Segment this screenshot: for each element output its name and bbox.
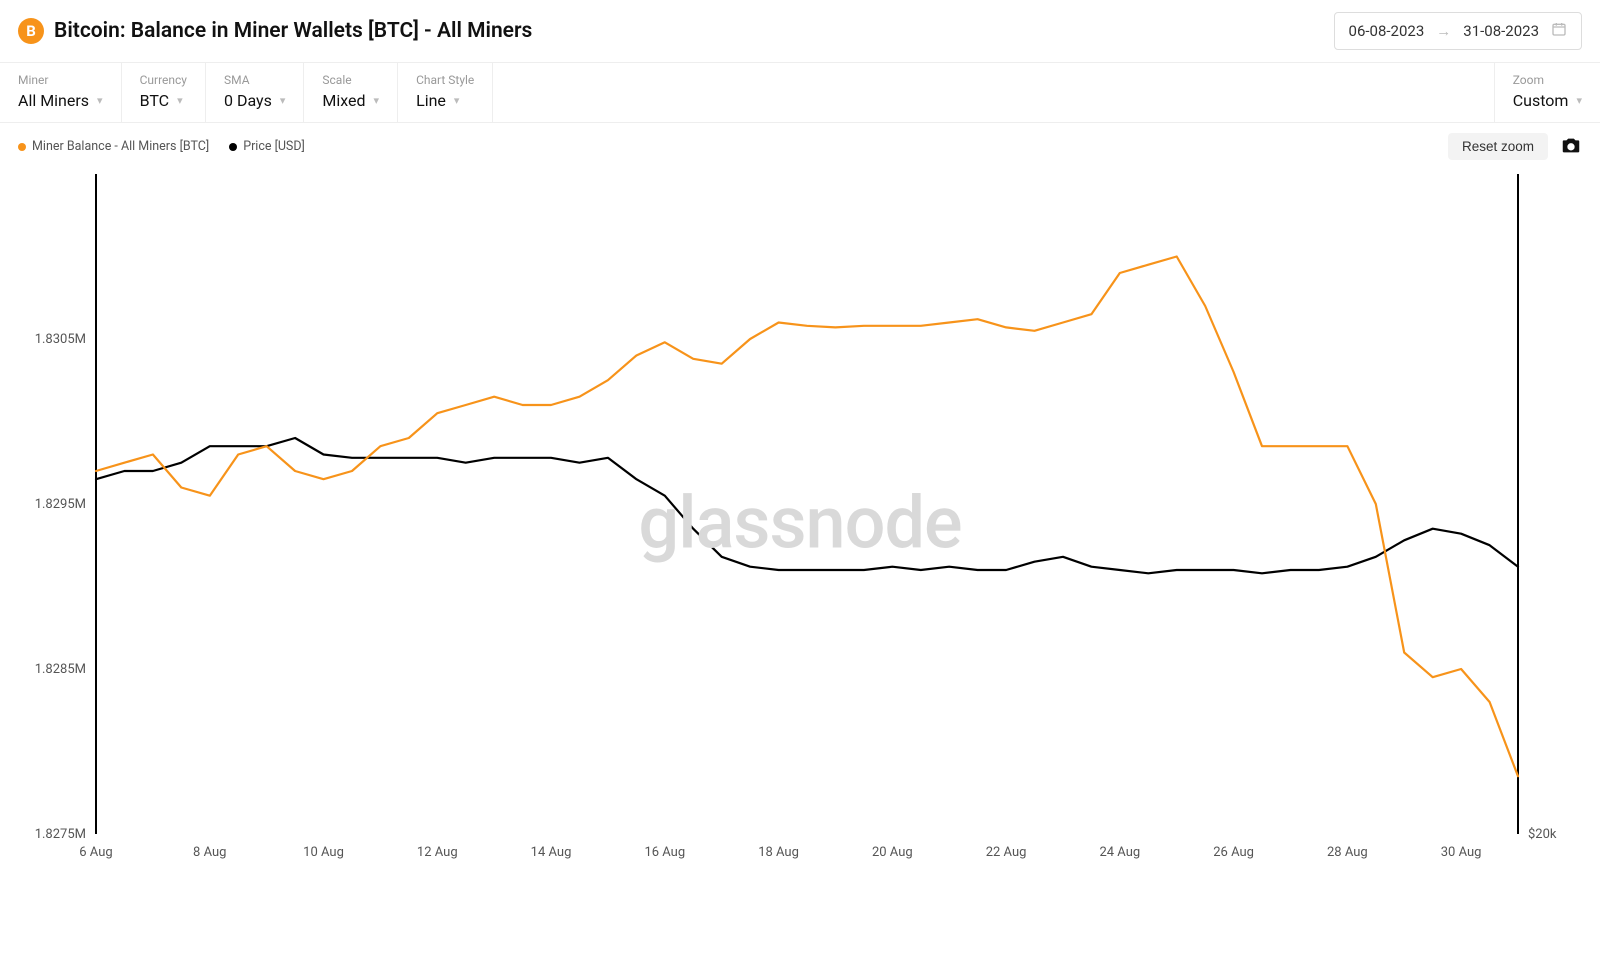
svg-text:$20k: $20k [1528,827,1557,842]
chevron-down-icon: ▾ [454,94,460,107]
control-miner-value: All Miners [18,91,89,110]
chevron-down-icon: ▾ [374,94,380,107]
svg-text:12 Aug: 12 Aug [417,845,458,860]
svg-text:20 Aug: 20 Aug [872,845,913,860]
controls-spacer [493,63,1493,122]
legend-dot-price [229,143,237,151]
control-zoom[interactable]: Zoom Custom ▾ [1494,63,1600,122]
svg-text:30 Aug: 30 Aug [1441,845,1482,860]
control-currency[interactable]: Currency BTC ▾ [122,63,206,122]
bitcoin-icon-letter: B [26,22,36,40]
arrow-right-icon: → [1436,22,1451,40]
svg-text:24 Aug: 24 Aug [1099,845,1140,860]
control-miner[interactable]: Miner All Miners ▾ [0,63,122,122]
control-scale-value: Mixed [322,91,365,110]
chart-area: glassnode 1.8275M1.8285M1.8295M1.8305M$2… [0,164,1600,912]
camera-icon[interactable] [1560,134,1582,160]
line-chart[interactable]: 1.8275M 1.8285M 1.8295M 1.8305M $20k 6 Aug 8 A… [18,164,1582,894]
date-from: 06-08-2023 [1349,22,1425,40]
date-range-picker[interactable]: 06-08-2023 → 31-08-2023 [1334,12,1582,50]
svg-text:8 Aug: 8 Aug [193,845,226,860]
control-chart-style[interactable]: Chart Style Line ▾ [398,63,493,122]
svg-text:16 Aug: 16 Aug [644,845,685,860]
date-to: 31-08-2023 [1463,22,1539,40]
calendar-icon [1551,21,1567,41]
control-zoom-value: Custom [1513,91,1569,110]
reset-zoom-button[interactable]: Reset zoom [1448,133,1548,160]
legend-item-balance[interactable]: Miner Balance - All Miners [BTC] [18,139,209,154]
control-chart-style-value: Line [416,91,446,110]
svg-text:1.8295M: 1.8295M [35,497,86,512]
legend: Miner Balance - All Miners [BTC] Price [… [18,139,305,154]
chevron-down-icon: ▾ [1576,94,1582,107]
svg-text:6 Aug: 6 Aug [79,845,112,860]
svg-text:1.8305M: 1.8305M [35,332,86,347]
legend-dot-balance [18,143,26,151]
svg-text:1.8285M: 1.8285M [35,662,86,677]
chevron-down-icon: ▾ [97,94,103,107]
svg-text:22 Aug: 22 Aug [986,845,1027,860]
control-miner-label: Miner [18,73,103,87]
svg-text:28 Aug: 28 Aug [1327,845,1368,860]
controls-bar: Miner All Miners ▾ Currency BTC ▾ SMA 0 Da… [0,63,1600,123]
control-sma-label: SMA [224,73,285,87]
legend-row: Miner Balance - All Miners [BTC] Price [… [0,123,1600,164]
svg-text:26 Aug: 26 Aug [1213,845,1254,860]
svg-text:18 Aug: 18 Aug [758,845,799,860]
svg-text:14 Aug: 14 Aug [531,845,572,860]
control-sma[interactable]: SMA 0 Days ▾ [206,63,304,122]
title-wrap: B Bitcoin: Balance in Miner Wallets [BTC… [18,18,532,44]
control-currency-label: Currency [140,73,187,87]
control-sma-value: 0 Days [224,91,272,110]
chart-tools: Reset zoom [1448,133,1582,160]
control-chart-style-label: Chart Style [416,73,474,87]
chevron-down-icon: ▾ [177,94,183,107]
svg-text:10 Aug: 10 Aug [303,845,344,860]
page-title: Bitcoin: Balance in Miner Wallets [BTC] … [54,19,532,43]
chart-header: B Bitcoin: Balance in Miner Wallets [BTC… [0,0,1600,63]
control-zoom-label: Zoom [1513,73,1582,87]
control-currency-value: BTC [140,91,170,110]
legend-item-price[interactable]: Price [USD] [229,139,305,154]
legend-label-price: Price [USD] [243,139,305,154]
control-scale[interactable]: Scale Mixed ▾ [304,63,398,122]
bitcoin-icon: B [18,18,44,44]
chevron-down-icon: ▾ [280,94,286,107]
svg-text:1.8275M: 1.8275M [35,827,86,842]
legend-label-balance: Miner Balance - All Miners [BTC] [32,139,209,154]
control-scale-label: Scale [322,73,379,87]
